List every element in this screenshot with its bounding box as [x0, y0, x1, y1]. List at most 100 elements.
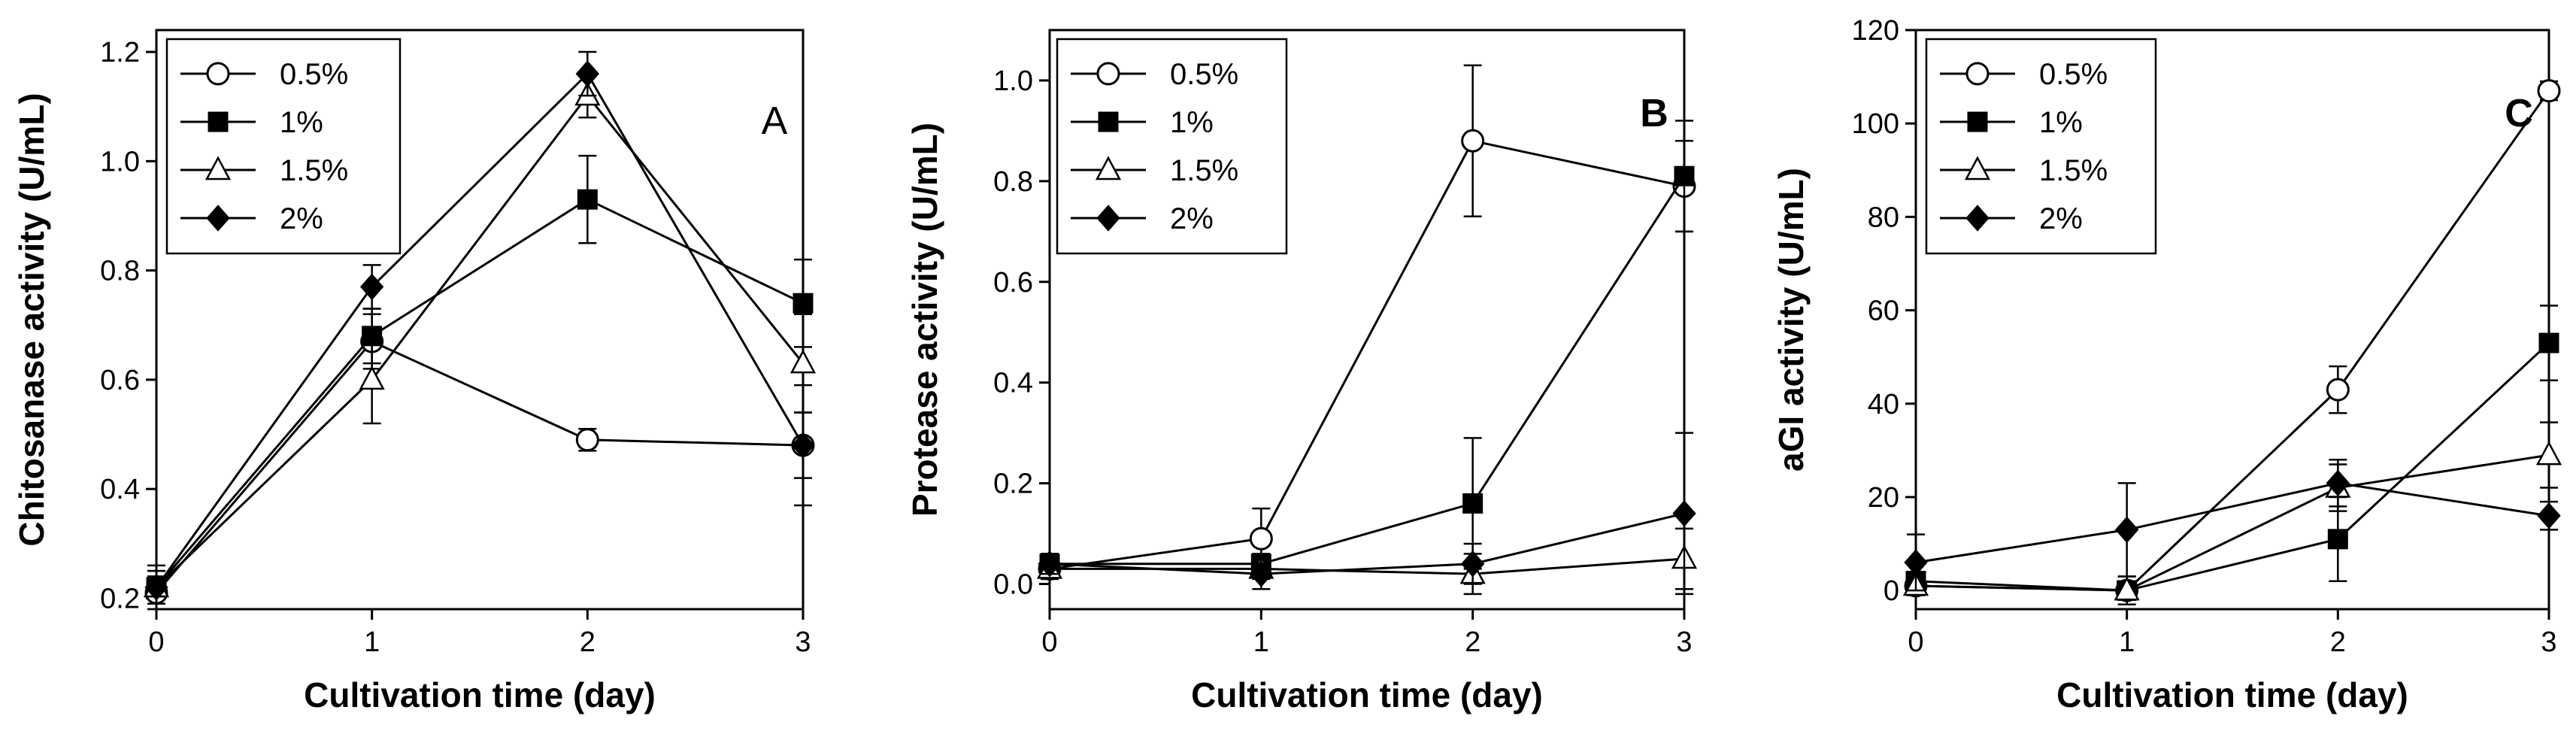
series-line: [1050, 557, 1685, 575]
x-tick-label: 0: [148, 626, 164, 658]
data-point: [1461, 129, 1485, 153]
plot-frame: [1048, 29, 1686, 611]
y-tick-label: 60: [1868, 296, 1899, 327]
series-line: [155, 198, 804, 588]
series-1pct: [1905, 305, 2559, 601]
x-axis-title: Cultivation time (day): [2056, 675, 2408, 714]
legend: 0.5% 1% 1.5% 2%: [165, 38, 402, 255]
y-tick-label: 1.2: [100, 37, 140, 68]
data-point: [2537, 502, 2561, 529]
legend-label: 1.5%: [1170, 154, 1238, 187]
data-point: [1462, 493, 1483, 514]
x-tick-label: 2: [580, 626, 596, 658]
y-tick-label: 0: [1884, 575, 1899, 607]
legend-label: 0.5%: [2039, 58, 2108, 91]
legend-marker: [1964, 156, 1991, 180]
data-point: [2535, 441, 2562, 466]
data-point: [2114, 576, 2140, 601]
data-point: [2114, 516, 2139, 544]
legend: 0.5% 1% 1.5% 2%: [1925, 38, 2157, 255]
legend-label: 1%: [2039, 106, 2083, 139]
chart-panel-c: 0 1 2 3 0 20 40 60 80 100 120 Cultivation time (day…: [1771, 15, 2562, 714]
series-line: [1049, 139, 1685, 570]
data-point: [1904, 549, 1928, 576]
panel-letter: B: [1640, 92, 1668, 135]
y-tick-label: 1.0: [993, 65, 1033, 97]
y-tick-label: 120: [1852, 15, 1899, 47]
series-2pct: [144, 50, 815, 611]
data-point: [1674, 165, 1695, 187]
legend-marker: [206, 62, 230, 86]
y-tick-label: 0.4: [100, 474, 140, 505]
legend-label: 0.5%: [280, 58, 348, 91]
series-1-5pct: [1036, 527, 1698, 596]
data-point: [789, 349, 817, 374]
data-point: [1249, 526, 1273, 551]
series-line: [155, 340, 804, 594]
data-point: [359, 366, 385, 390]
legend: 0.5% 1% 1.5% 2%: [1056, 38, 1288, 255]
data-point: [791, 432, 815, 459]
x-tick-label: 3: [1676, 626, 1692, 658]
y-tick-label: 0.6: [993, 267, 1033, 299]
y-tick-label: 40: [1868, 389, 1899, 420]
series-line: [1915, 481, 2550, 564]
data-point: [2326, 469, 2350, 497]
panel-letter: C: [2505, 92, 2533, 135]
y-axis-title: Protease activity (U/mL): [905, 123, 944, 517]
legend-marker: [205, 156, 232, 180]
y-tick-label: 0.0: [993, 569, 1033, 601]
data-point: [2537, 79, 2561, 103]
legend-label: 1%: [280, 106, 323, 139]
legend-label: 1%: [1170, 106, 1214, 139]
y-tick-label: 0.2: [100, 583, 140, 614]
y-tick-label: 0.6: [100, 365, 140, 396]
legend-marker: [1965, 205, 1990, 232]
legend-label: 1.5%: [2039, 154, 2108, 187]
legend-marker: [1095, 156, 1122, 180]
data-point: [144, 574, 168, 601]
data-point: [575, 60, 600, 87]
series-line: [155, 71, 805, 588]
data-point: [2326, 378, 2350, 402]
series-2pct: [1038, 432, 1696, 596]
data-point: [792, 293, 814, 314]
y-tick-label: 1.0: [100, 146, 140, 177]
chart-panel-b: 0 1 2 3 0.0 0.2 0.4 0.6 0.8 1.0 Cultivation time (…: [905, 29, 1698, 714]
legend-marker: [1096, 205, 1120, 232]
data-point: [1038, 550, 1062, 578]
legend-marker: [1967, 111, 1988, 132]
data-point: [575, 428, 599, 452]
data-point: [2538, 332, 2559, 353]
data-point: [2327, 529, 2348, 550]
y-tick-label: 0.4: [993, 368, 1033, 399]
legend-marker: [206, 205, 230, 232]
legend-marker: [1965, 62, 1990, 86]
legend-marker: [1096, 62, 1120, 86]
x-tick-label: 0: [1908, 626, 1923, 658]
legend-label: 2%: [2039, 202, 2083, 235]
chart-panel-a: 0 1 2 3 0.2 0.4 0.6 0.8 1.0 1.2 Cultivation time (…: [12, 29, 817, 714]
series-line: [1915, 453, 2550, 592]
series-line: [1049, 512, 1685, 575]
x-tick-label: 2: [1465, 626, 1480, 658]
series-line: [155, 93, 805, 589]
data-point: [359, 273, 384, 301]
x-tick-label: 2: [2330, 626, 2346, 658]
y-axis-title: aGI activity (U/mL): [1771, 168, 1811, 472]
data-point: [1249, 560, 1274, 587]
data-point: [1460, 550, 1485, 578]
legend-label: 1.5%: [280, 154, 348, 187]
y-axis-title: Chitosanase activity (U/mL): [12, 93, 51, 546]
series-2pct: [1904, 459, 2561, 592]
series-line: [1050, 175, 1686, 566]
x-tick-label: 1: [364, 626, 380, 658]
legend-label: 0.5%: [1170, 58, 1238, 91]
series-1-5pct: [1902, 421, 2562, 606]
x-tick-label: 3: [2541, 626, 2556, 658]
legend-marker: [208, 111, 229, 132]
x-axis-title: Cultivation time (day): [1191, 675, 1543, 714]
panel-letter: A: [762, 99, 788, 143]
x-tick-label: 3: [795, 626, 811, 658]
